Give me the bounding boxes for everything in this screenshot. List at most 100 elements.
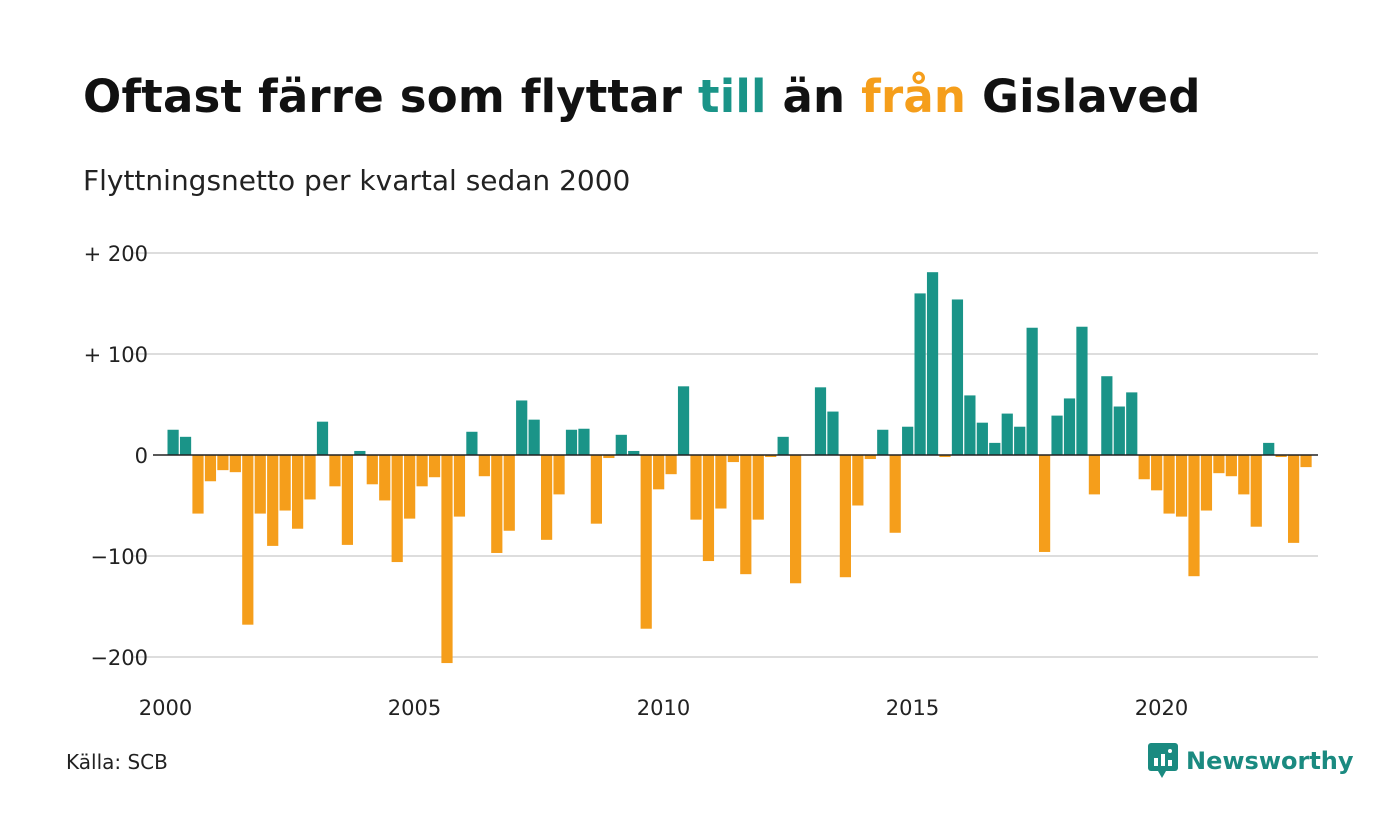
bar-2016-q3	[989, 442, 1001, 455]
bar-2005-q3	[441, 455, 453, 664]
bar-2007-q4	[553, 455, 565, 495]
bar-2014-q2	[877, 429, 889, 455]
bar-2015-q3	[939, 455, 951, 458]
bar-2011-q3	[740, 455, 752, 575]
bar-2004-q4	[404, 455, 416, 519]
bar-2018-q1	[1063, 398, 1076, 455]
y-axis-labels: + 200 + 100 0 −100 −200	[84, 242, 148, 670]
bar-2010-q3	[690, 455, 702, 520]
bar-2002-q4	[304, 455, 316, 500]
x-tick-label: 2015	[886, 696, 939, 720]
bar-2001-q2	[229, 455, 241, 473]
bar-2018-q4	[1101, 376, 1113, 455]
bar-2016-q2	[976, 422, 988, 455]
bar-2022-q4	[1300, 455, 1312, 468]
bar-2010-q4	[702, 455, 715, 562]
gridlines	[133, 252, 1318, 658]
bar-2003-q4	[354, 450, 366, 455]
bar-2007-q2	[528, 419, 540, 455]
title-keyword-till: till	[698, 70, 767, 123]
bar-2015-q1	[914, 293, 926, 455]
bar-2006-q3	[491, 455, 503, 553]
bar-2009-q3	[640, 455, 652, 629]
bar-2013-q4	[852, 455, 864, 506]
bar-chart: + 200 + 100 0 −100 −200 2000 2005 2010 2015 2020	[84, 242, 1318, 720]
bar-2021-q3	[1238, 455, 1250, 495]
bar-2022-q1	[1263, 442, 1275, 455]
bar-2019-q4	[1151, 455, 1163, 491]
bar-2014-q3	[889, 455, 901, 533]
bar-2020-q3	[1188, 455, 1200, 577]
bar-2014-q4	[902, 426, 914, 455]
bar-2005-q2	[428, 455, 441, 478]
bar-2013-q3	[839, 455, 851, 578]
bar-2000-q3	[192, 455, 204, 514]
bar-2001-q1	[217, 455, 229, 471]
source-note: Källa: SCB	[66, 750, 168, 774]
bar-2017-q3	[1039, 455, 1051, 552]
bar-2006-q4	[503, 455, 515, 531]
bar-2018-q3	[1088, 455, 1100, 495]
bar-2017-q4	[1051, 415, 1063, 455]
bar-2015-q4	[951, 299, 964, 455]
y-tick-label: −100	[90, 545, 148, 569]
bar-2016-q4	[1001, 413, 1013, 455]
bar-2020-q2	[1175, 455, 1188, 517]
title-part-3: Gislaved	[966, 70, 1201, 123]
bar-2017-q1	[1014, 426, 1026, 455]
newsworthy-brand[interactable]: Newsworthy	[1148, 743, 1354, 779]
bar-2009-q4	[653, 455, 665, 490]
title-part-1: Oftast färre som flyttar	[83, 70, 699, 123]
y-tick-label: 0	[135, 444, 148, 468]
bar-2020-q1	[1163, 455, 1175, 514]
bar-2008-q2	[578, 428, 590, 455]
bar-2000-q2	[179, 436, 192, 455]
bar-2019-q1	[1113, 406, 1125, 455]
bar-2010-q2	[677, 386, 690, 455]
bars	[167, 272, 1312, 664]
bar-2017-q2	[1026, 327, 1038, 455]
bar-2018-q2	[1076, 326, 1088, 455]
y-tick-label: + 100	[84, 343, 148, 367]
bar-2004-q1	[366, 455, 378, 485]
bar-2009-q1	[615, 434, 627, 455]
bar-2015-q2	[926, 272, 939, 455]
x-tick-label: 2000	[139, 696, 192, 720]
chart-subtitle: Flyttningsnetto per kvartal sedan 2000	[83, 164, 631, 197]
x-tick-label: 2020	[1135, 696, 1188, 720]
title-keyword-fran: från	[861, 70, 967, 123]
bar-2014-q1	[864, 455, 876, 460]
bar-2004-q2	[379, 455, 391, 501]
bar-2021-q2	[1225, 455, 1237, 477]
y-tick-label: −200	[90, 646, 148, 670]
bar-2005-q1	[416, 455, 428, 487]
bar-2001-q3	[242, 455, 254, 625]
bar-2007-q1	[516, 400, 528, 455]
x-tick-label: 2010	[637, 696, 690, 720]
bar-2002-q2	[279, 455, 291, 511]
bar-2022-q3	[1288, 455, 1300, 543]
bar-2008-q4	[603, 455, 615, 459]
brand-name: Newsworthy	[1186, 747, 1354, 775]
bar-2005-q4	[453, 455, 466, 517]
bar-2002-q3	[292, 455, 304, 529]
bar-2003-q1	[316, 421, 329, 455]
bar-2000-q4	[204, 455, 217, 482]
bar-2003-q3	[341, 455, 353, 545]
bar-2016-q1	[964, 395, 976, 455]
bar-2021-q4	[1250, 455, 1262, 527]
bar-2019-q2	[1126, 392, 1138, 455]
bar-2007-q3	[541, 455, 553, 540]
bar-2012-q1	[765, 455, 777, 458]
title-part-2: än	[766, 70, 862, 123]
bar-2011-q1	[715, 455, 727, 509]
bar-2006-q2	[478, 455, 490, 477]
chart-title: Oftast färre som flyttar till än från Gi…	[83, 70, 1201, 123]
bar-2008-q1	[565, 429, 578, 455]
y-tick-label: + 200	[84, 242, 148, 266]
bar-2008-q3	[590, 455, 602, 524]
bar-2022-q2	[1275, 455, 1287, 458]
x-tick-label: 2005	[388, 696, 441, 720]
bar-2006-q1	[466, 431, 478, 455]
bar-2004-q3	[391, 455, 403, 563]
